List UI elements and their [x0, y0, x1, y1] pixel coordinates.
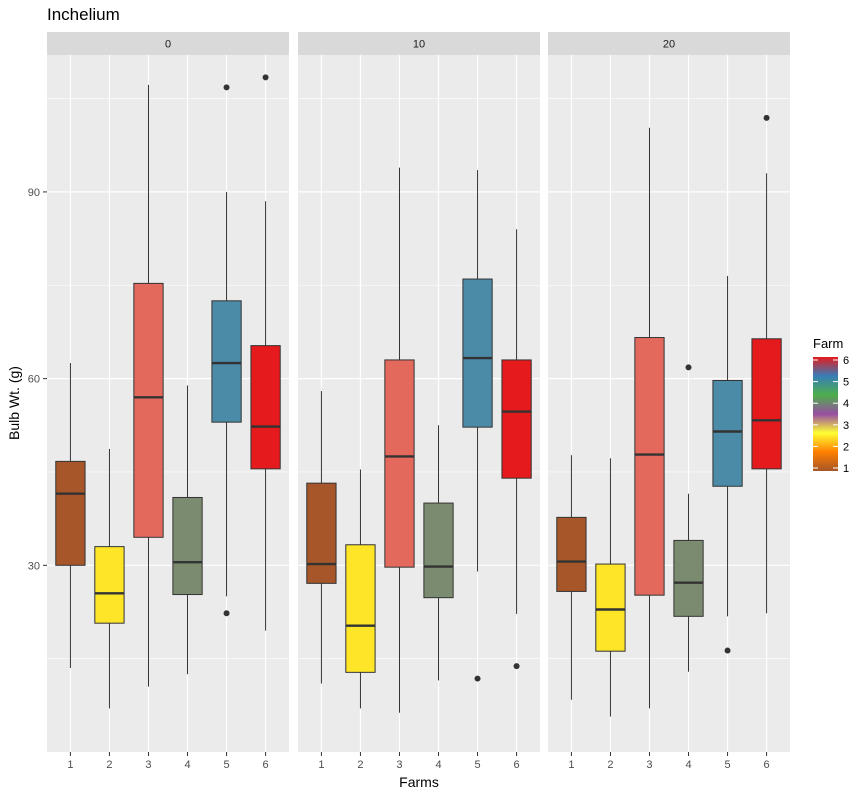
x-tick-label: 5: [223, 759, 229, 771]
legend-tick-label: 1: [843, 463, 849, 475]
chart-title: Inchelium: [47, 5, 120, 24]
outlier-point: [223, 84, 230, 91]
y-tick-label: 60: [28, 374, 40, 386]
x-tick-label: 6: [764, 759, 770, 771]
legend-tick-label: 3: [843, 420, 849, 432]
panel-background: [47, 55, 289, 752]
x-tick-label: 4: [685, 759, 691, 771]
facet-strip-label: 0: [165, 39, 171, 51]
box-farm-6: [501, 229, 532, 670]
x-tick-label: 3: [145, 759, 151, 771]
box-farm-3: [634, 127, 665, 709]
x-tick-label: 1: [67, 759, 73, 771]
box-farm-2: [345, 469, 376, 709]
x-tick-label: 1: [568, 759, 574, 771]
box-farm-3: [384, 167, 415, 713]
x-tick-label: 2: [607, 759, 613, 771]
facet-strip-label: 20: [663, 39, 675, 51]
box-farm-6: [751, 114, 782, 614]
facet-panel-20: 20 1 2 3 4 5 6: [548, 32, 790, 771]
y-tick-label: 30: [28, 560, 40, 572]
x-tick-label: 1: [318, 759, 324, 771]
legend-tick-label: 4: [843, 398, 849, 410]
legend-ticks: 1 2 3 4 5 6: [813, 355, 849, 475]
legend-tick-label: 5: [843, 377, 849, 389]
box-farm-2: [595, 458, 626, 717]
box-body: [423, 502, 454, 599]
x-tick-label: 4: [184, 759, 190, 771]
facet-panel-10: 10 1 2 3 4 5 6: [298, 32, 540, 771]
legend-title: Farm: [813, 336, 843, 351]
box-farm-1: [306, 391, 337, 684]
y-tick-label: 90: [28, 187, 40, 199]
outlier-point: [513, 663, 520, 670]
box-farm-5: [462, 170, 493, 682]
y-axis-title: Bulb Wt. (g): [6, 366, 22, 440]
box-body: [345, 544, 376, 673]
box-body: [94, 546, 125, 624]
legend-tick-label: 2: [843, 441, 849, 453]
box-body: [384, 359, 415, 568]
legend: Farm 1 2 3 4 5 6: [813, 336, 849, 475]
box-farm-3: [133, 84, 164, 687]
outlier-point: [724, 647, 731, 654]
box-body: [462, 278, 493, 428]
box-farm-4: [673, 364, 704, 672]
panel-background: [548, 55, 790, 752]
facet-strip: [47, 32, 289, 55]
facet-strip: [548, 32, 790, 55]
outlier-point: [223, 610, 230, 617]
x-tick-label: 5: [724, 759, 730, 771]
box-body: [712, 379, 743, 487]
box-body: [133, 282, 164, 538]
outlier-point: [474, 675, 481, 682]
x-tick-label: 5: [474, 759, 480, 771]
box-farm-1: [556, 455, 587, 700]
x-tick-label: 2: [357, 759, 363, 771]
box-body: [306, 482, 337, 584]
box-body: [55, 460, 86, 566]
facet-strip-label: 10: [413, 39, 425, 51]
box-body: [673, 539, 704, 617]
box-farm-4: [423, 425, 454, 681]
x-tick-label: 3: [646, 759, 652, 771]
box-farm-1: [55, 363, 86, 668]
box-body: [556, 516, 587, 592]
box-farm-6: [250, 74, 281, 631]
box-body: [634, 337, 665, 596]
outlier-point: [685, 364, 692, 371]
facet-strip: [298, 32, 540, 55]
x-axis-title: Farms: [399, 774, 439, 790]
x-tick-label: 2: [106, 759, 112, 771]
box-body: [751, 338, 782, 470]
box-body: [595, 563, 626, 652]
facet-panel-0: 0 1 2 3 4 5 6: [47, 32, 289, 771]
x-tick-label: 6: [514, 759, 520, 771]
legend-tick-label: 6: [843, 355, 849, 367]
box-farm-5: [211, 84, 242, 617]
box-body: [501, 359, 532, 479]
box-farm-4: [172, 385, 203, 675]
box-body: [211, 300, 242, 423]
outlier-point: [763, 114, 770, 121]
x-tick-label: 3: [396, 759, 402, 771]
outlier-point: [262, 74, 269, 81]
x-tick-label: 4: [435, 759, 441, 771]
x-tick-label: 6: [263, 759, 269, 771]
box-farm-5: [712, 275, 743, 654]
facet-panels: 0 1 2 3 4 5 6 10 1 2 3 4 5 6 20 1 2 3 4 5 6 30 60 90: [28, 32, 790, 771]
box-body: [172, 496, 203, 596]
box-body: [250, 345, 281, 470]
panel-background: [298, 55, 540, 752]
box-farm-2: [94, 448, 125, 709]
legend-colorbar: [813, 357, 838, 471]
y-axis: 30 60 90: [28, 187, 47, 572]
